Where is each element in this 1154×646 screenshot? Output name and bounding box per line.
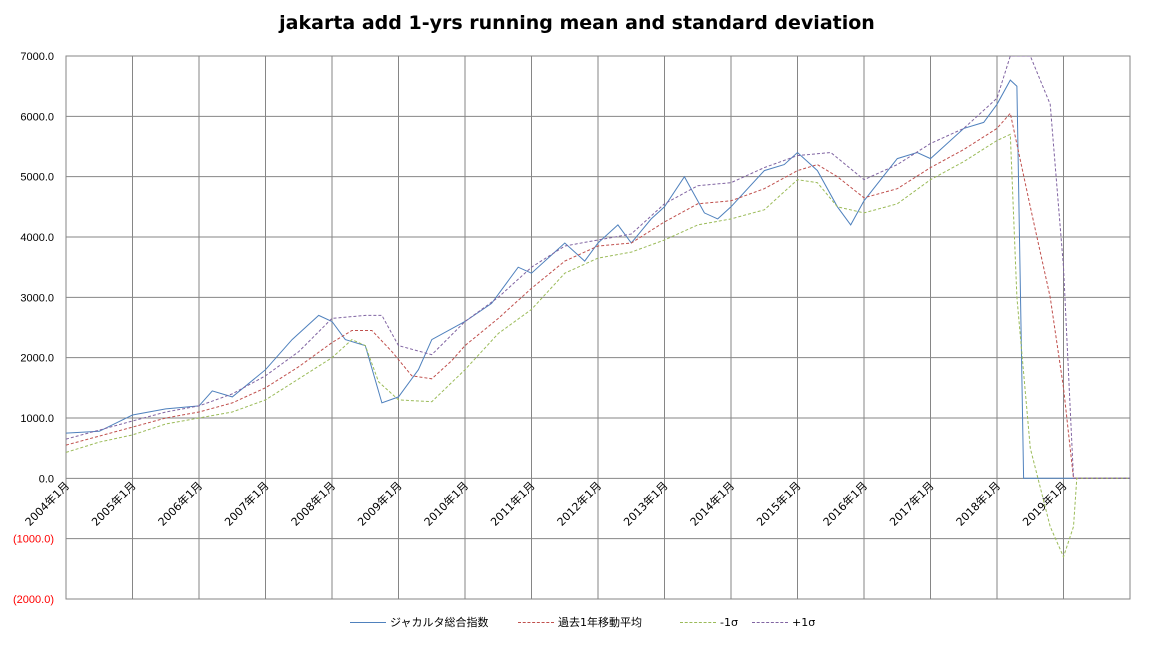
series-line-3: [66, 56, 1130, 479]
y-tick-label: 1000.0: [20, 413, 54, 425]
y-tick-label: 5000.0: [20, 172, 54, 184]
legend-item: ジャカルタ総合指数: [350, 612, 488, 632]
y-tick-label: 2000.0: [20, 353, 54, 365]
x-tick-label: 2004年1月: [22, 479, 72, 529]
legend-label: ジャカルタ総合指数: [390, 616, 489, 629]
legend-item: 過去1年移動平均: [518, 612, 642, 632]
y-tick-label: (2000.0): [13, 594, 54, 606]
y-tick-label: (1000.0): [13, 534, 54, 546]
chart-title: jakarta add 1-yrs running mean and stand…: [279, 12, 875, 34]
legend-swatch: [350, 621, 386, 623]
y-tick-label: 4000.0: [20, 232, 54, 244]
series-line-1: [66, 112, 1130, 479]
legend-item: +1σ: [752, 612, 815, 632]
legend-label: +1σ: [792, 615, 816, 629]
legend-swatch: [752, 621, 788, 623]
series-line-2: [66, 133, 1130, 559]
y-tick-label: 0.0: [39, 473, 54, 485]
y-tick-label: 7000.0: [20, 51, 54, 63]
legend-item: -1σ: [680, 612, 738, 632]
legend-swatch: [518, 621, 554, 623]
legend-swatch: [680, 621, 716, 623]
chart-legend: ジャカルタ総合指数 過去1年移動平均 -1σ +1σ: [0, 612, 1154, 636]
legend-label: -1σ: [720, 615, 738, 629]
y-tick-label: 3000.0: [20, 292, 54, 304]
y-tick-label: 6000.0: [20, 111, 54, 123]
legend-label: 過去1年移動平均: [558, 616, 642, 629]
